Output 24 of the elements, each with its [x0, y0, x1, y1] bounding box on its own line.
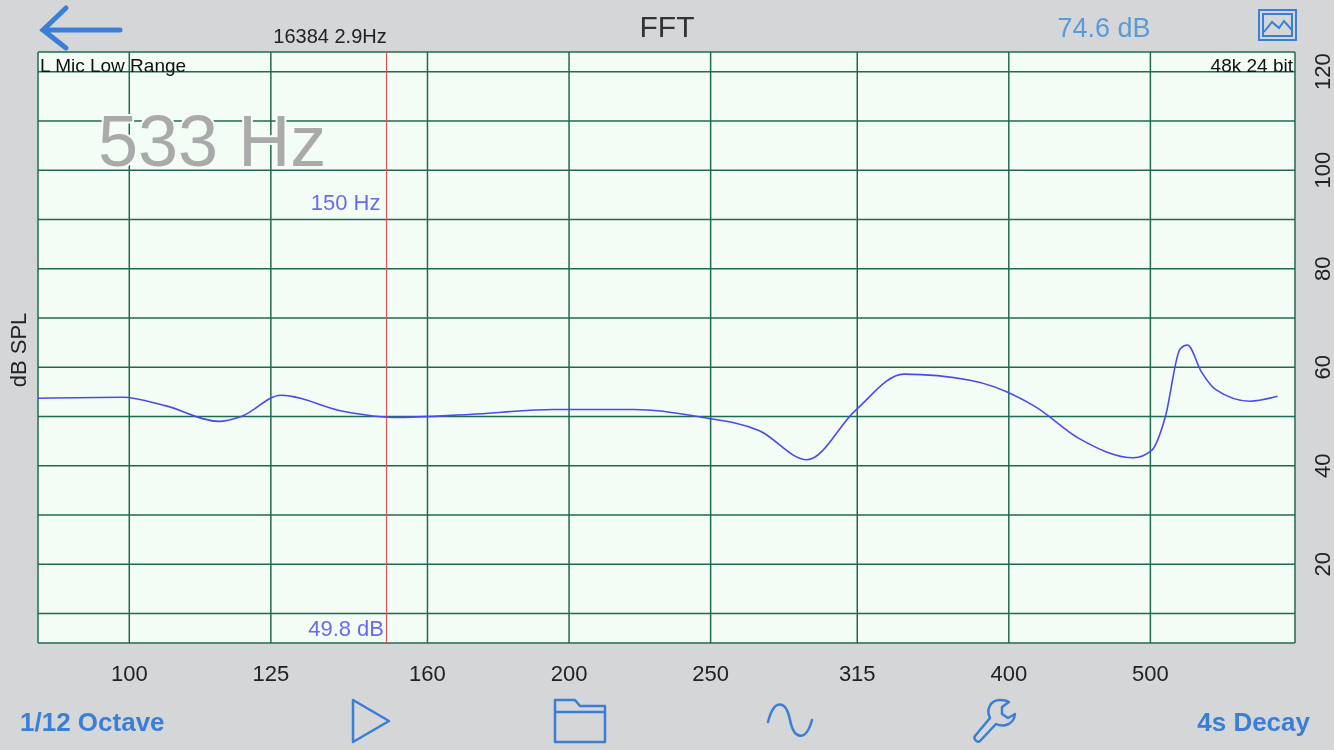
x-tick-label: 100 — [110, 661, 148, 686]
y-tick-label: 100 — [1310, 151, 1334, 189]
x-tick-label: 315 — [838, 661, 876, 686]
x-tick-label: 500 — [1132, 661, 1169, 686]
annotation: L Mic Low Range — [40, 55, 187, 76]
y-tick-label: 80 — [1310, 256, 1334, 281]
text: 74.6 dB — [1057, 13, 1151, 43]
text: 1/12 Octave — [20, 707, 165, 737]
x-tick-label: 125 — [252, 661, 290, 686]
x-tick-label: 160 — [409, 661, 446, 686]
ref-line-label: 150 Hz — [310, 190, 381, 215]
y-tick-label: 120 — [1310, 53, 1334, 91]
y-axis-title: dB SPL — [5, 312, 31, 388]
x-tick-label: 200 — [550, 661, 588, 686]
x-tick-label: 400 — [990, 661, 1028, 686]
y-tick-label: 40 — [1310, 453, 1334, 478]
annotation: 48k 24 bit — [1210, 55, 1294, 76]
annotation: 49.8 dB — [308, 616, 384, 641]
text: 16384 2.9Hz — [273, 25, 387, 47]
chart-title: FFT — [639, 10, 695, 43]
x-tick-label: 250 — [692, 661, 729, 686]
text: 4s Decay — [1197, 707, 1311, 737]
y-tick-label: 60 — [1310, 354, 1334, 380]
y-tick-label: 20 — [1310, 551, 1334, 577]
